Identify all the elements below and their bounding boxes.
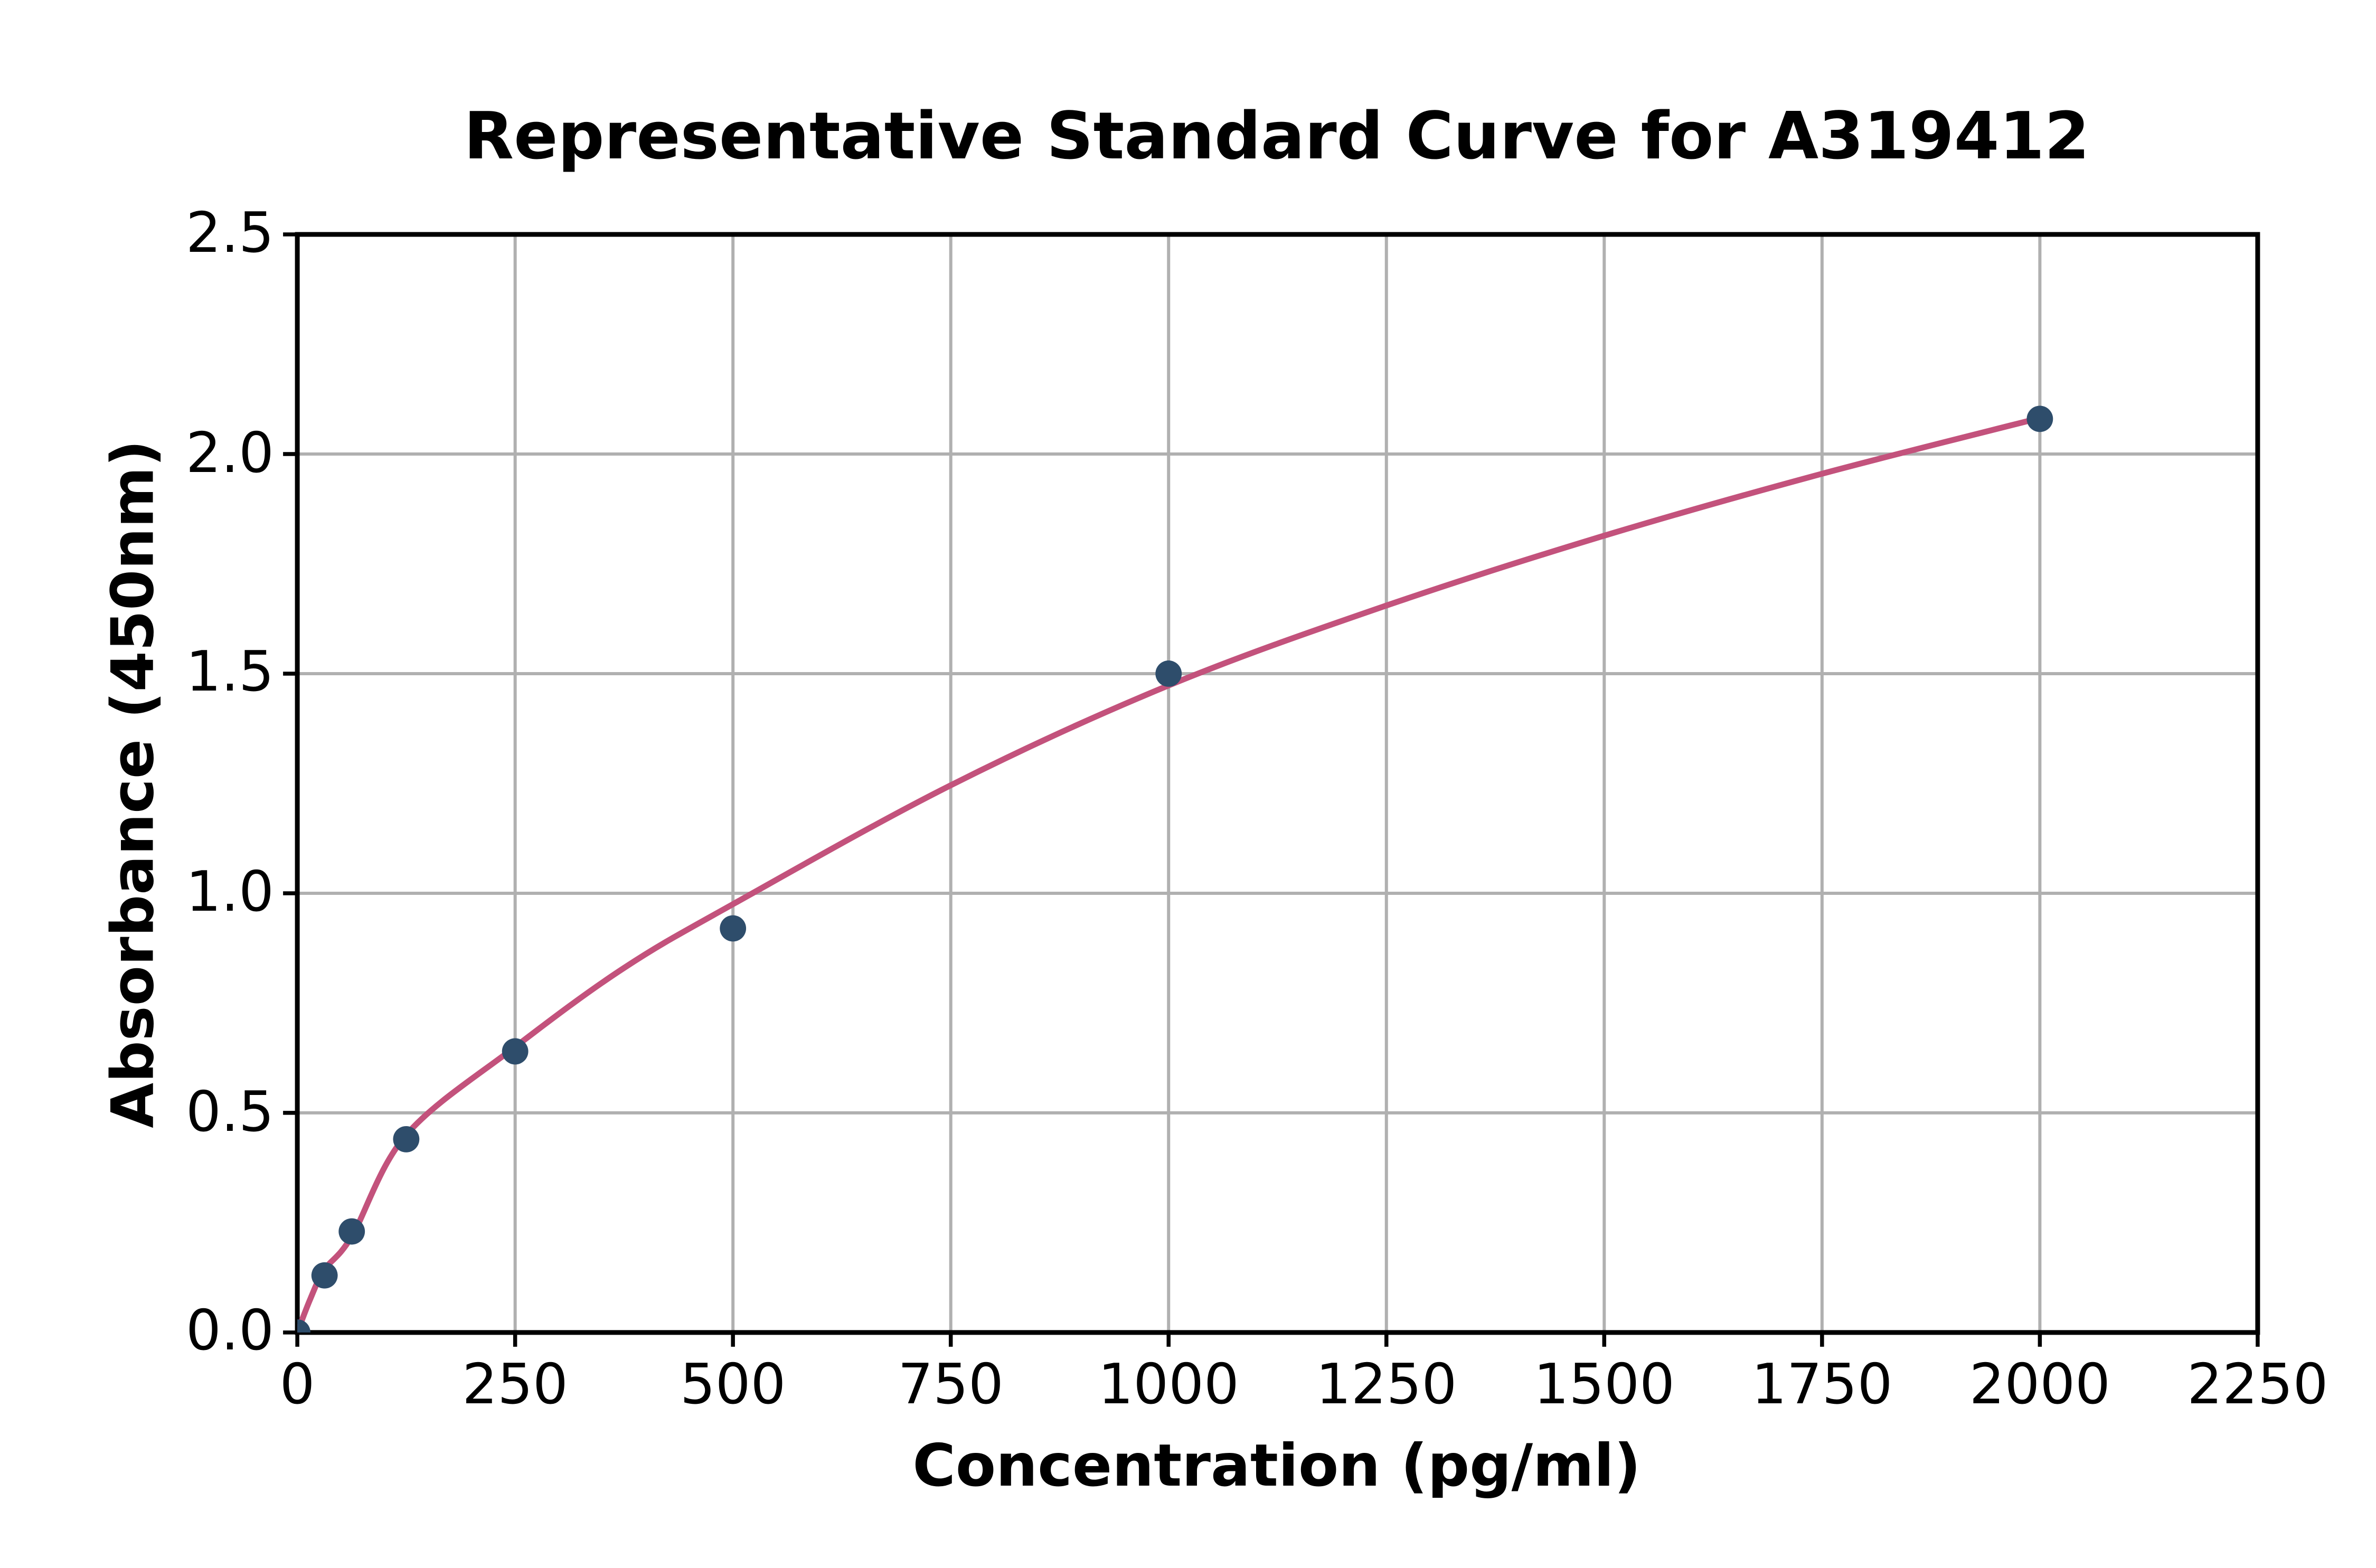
y-tick-label: 0.5 bbox=[185, 1081, 274, 1145]
x-tick-label: 2250 bbox=[2187, 1354, 2328, 1418]
data-point bbox=[502, 1038, 529, 1065]
x-tick-label: 1500 bbox=[1533, 1354, 1675, 1418]
x-tick-label: 1250 bbox=[1316, 1354, 1457, 1418]
y-tick-label: 1.0 bbox=[185, 861, 274, 925]
x-tick-label: 250 bbox=[462, 1354, 568, 1418]
y-axis-label: Absorbance (450nm) bbox=[99, 440, 167, 1128]
x-tick-label: 500 bbox=[680, 1354, 786, 1418]
data-points bbox=[297, 405, 2053, 1333]
y-tick-label: 1.5 bbox=[185, 641, 274, 705]
y-tick-label: 2.5 bbox=[185, 203, 274, 266]
data-point bbox=[297, 1319, 310, 1333]
x-axis-label: Concentration (pg/ml) bbox=[912, 1432, 1641, 1500]
y-tick-label: 2.0 bbox=[185, 422, 274, 486]
plot-border bbox=[295, 232, 2260, 1335]
data-point bbox=[720, 915, 747, 942]
y-tick-label: 0.0 bbox=[185, 1300, 274, 1364]
x-tick-label: 1000 bbox=[1098, 1354, 1239, 1418]
x-tick-label: 0 bbox=[279, 1354, 315, 1418]
gridlines bbox=[297, 233, 2259, 1333]
axis-tick-marks bbox=[283, 232, 2260, 1347]
x-tick-label: 750 bbox=[898, 1354, 1004, 1418]
fitted-curve-line bbox=[297, 415, 2043, 1333]
data-point bbox=[393, 1126, 420, 1153]
data-point bbox=[338, 1218, 365, 1245]
chart-title: Representative Standard Curve for A31941… bbox=[464, 98, 2090, 174]
data-point bbox=[311, 1262, 338, 1289]
x-tick-label: 1750 bbox=[1751, 1354, 1893, 1418]
data-point bbox=[1155, 660, 1182, 687]
data-point bbox=[2026, 405, 2053, 432]
x-tick-label: 2000 bbox=[1969, 1354, 2110, 1418]
